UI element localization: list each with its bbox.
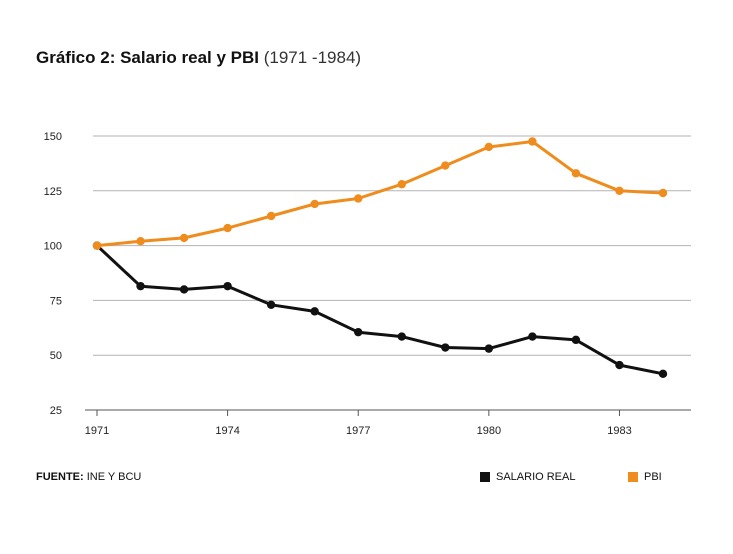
point-salario-real-1978: [397, 332, 406, 341]
series-line-pbi: [95, 140, 665, 248]
legend-label-pbi: PBI: [644, 471, 662, 483]
y-tick-label-25: 25: [50, 405, 62, 417]
point-pbi-1975: [266, 211, 276, 221]
series-salario-real: [92, 241, 668, 379]
point-pbi-1984: [658, 188, 668, 198]
y-tick-label-125: 125: [44, 186, 62, 198]
point-pbi-1973: [179, 233, 189, 243]
source-label: FUENTE:: [36, 471, 84, 483]
x-tick-label-1977: 1977: [346, 425, 370, 437]
y-tick-label-75: 75: [50, 295, 62, 307]
point-salario-real-1974: [223, 281, 232, 291]
point-pbi-1980: [484, 142, 494, 152]
grid-lines: [93, 135, 691, 356]
legend-item-pbi: PBI: [628, 471, 662, 483]
chart-title: Gráfico 2: Salario real y PBI (1971 -198…: [36, 48, 361, 68]
x-axis: 1971 1974 1977 1980 1983: [85, 409, 691, 437]
source-text: INE Y BCU: [86, 471, 142, 483]
x-tick-label-1980: 1980: [477, 425, 501, 437]
point-salario-real-1975: [266, 300, 276, 309]
legend-swatch-pbi: [628, 472, 638, 482]
chart-title-main: Gráfico 2: Salario real y PBI: [36, 48, 259, 67]
point-salario-real-1982: [571, 335, 581, 345]
series-pbi: [92, 137, 668, 250]
y-tick-label-150: 150: [44, 131, 62, 143]
point-salario-real-1972: [136, 281, 145, 291]
point-pbi-1979: [441, 161, 450, 170]
point-salario-real-1983: [615, 360, 624, 370]
point-pbi-1977: [354, 194, 363, 203]
point-pbi-1982: [571, 169, 581, 178]
point-pbi-1981: [528, 137, 537, 146]
point-pbi-1972: [136, 237, 145, 246]
x-tick-label-1971: 1971: [85, 425, 109, 437]
legend-label-salario-real: SALARIO REAL: [496, 471, 576, 483]
y-tick-label-100: 100: [44, 241, 62, 253]
point-salario-real-1981: [528, 332, 537, 341]
source-note: FUENTE: INE Y BCU: [36, 471, 141, 483]
point-pbi-1971: [92, 241, 102, 250]
chart-title-period: (1971 -1984): [263, 48, 362, 67]
point-pbi-1978: [397, 180, 406, 189]
point-pbi-1976: [310, 199, 319, 209]
point-salario-real-1976: [310, 307, 319, 316]
point-salario-real-1979: [441, 343, 450, 352]
series-layer: [92, 137, 668, 379]
y-tick-label-50: 50: [50, 350, 62, 362]
point-salario-real-1980: [484, 344, 494, 353]
y-axis-tick-labels: 25 50 75 100 125 150: [44, 131, 62, 417]
x-tick-label-1974: 1974: [215, 425, 239, 437]
point-salario-real-1977: [354, 327, 363, 337]
point-salario-real-1984: [658, 369, 668, 379]
point-pbi-1974: [223, 223, 232, 233]
legend-item-salario-real: SALARIO REAL: [480, 471, 575, 483]
point-pbi-1983: [615, 186, 624, 195]
point-salario-real-1973: [179, 285, 189, 294]
legend-swatch-salario-real: [480, 472, 490, 482]
series-line-salario-real: [95, 244, 665, 376]
x-tick-label-1983: 1983: [607, 425, 631, 437]
